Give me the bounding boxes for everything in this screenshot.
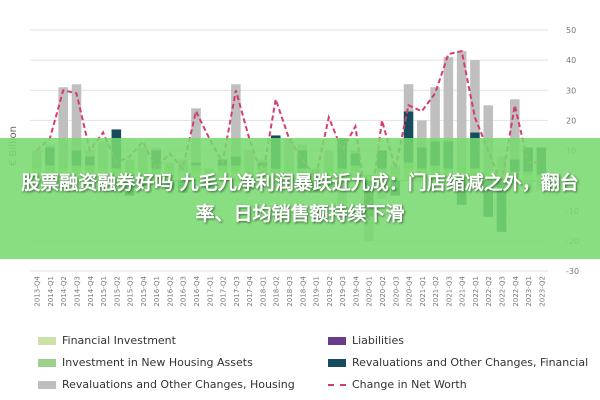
- y-tick-label: -30: [566, 267, 579, 276]
- x-tick-label: 2019-Q3: [339, 276, 347, 307]
- bar-segment: [470, 60, 480, 133]
- y-tick-label: 20: [566, 116, 576, 125]
- x-tick-label: 2016-Q1: [153, 276, 161, 307]
- x-tick-label: 2021-Q1: [419, 276, 427, 307]
- x-tick-label: 2022-Q1: [472, 276, 480, 307]
- x-tick-label: 2018-Q1: [259, 276, 267, 307]
- x-tick-label: 2015-Q1: [100, 276, 108, 307]
- legend-swatch-new-housing: [38, 358, 56, 367]
- bar-segment: [443, 57, 454, 142]
- legend-label-financial-investment: Financial Investment: [62, 334, 176, 347]
- bar-segment: [430, 87, 440, 142]
- x-tick-label: 2015-Q4: [140, 275, 148, 306]
- legend-item-net-worth: Change in Net Worth: [328, 378, 467, 391]
- x-tick-labels: 2013-Q4 2014-Q1 2014-Q2 2014-Q3 2014-Q4 2015-…: [34, 275, 547, 306]
- x-tick-label: 2017-Q2: [220, 276, 228, 307]
- y-tick-label: 30: [566, 86, 576, 95]
- bar-segment: [403, 111, 414, 163]
- legend-label-liabilities: Liabilities: [352, 334, 404, 347]
- x-tick-label: 2021-Q4: [459, 275, 467, 306]
- x-tick-label: 2014-Q1: [47, 276, 55, 307]
- x-tick-label: 2017-Q4: [246, 275, 254, 306]
- x-tick-label: 2022-Q2: [485, 276, 493, 307]
- x-tick-label: 2021-Q3: [445, 276, 453, 307]
- x-tick-label: 2023-Q1: [525, 276, 533, 307]
- legend-item-liabilities: Liabilities: [328, 334, 404, 347]
- x-tick-label: 2020-Q2: [379, 276, 387, 307]
- x-tick-label: 2019-Q4: [352, 275, 360, 306]
- legend-label-net-worth: Change in Net Worth: [352, 378, 467, 391]
- headline-text: 股票融资融券好吗 九毛九净利润暴跌近九成：门店缩减之外，翻台率、日均销售额持续下…: [21, 171, 579, 225]
- x-tick-label: 2016-Q3: [180, 276, 188, 307]
- x-tick-label: 2016-Q4: [193, 275, 201, 306]
- legend-swatch-liabilities: [328, 336, 346, 345]
- x-tick-label: 2014-Q3: [73, 276, 81, 307]
- x-tick-label: 2015-Q3: [127, 276, 135, 307]
- legend-item-reval-financial: Revaluations and Other Changes, Financia…: [328, 356, 588, 369]
- x-tick-label: 2023-Q2: [538, 276, 546, 307]
- x-tick-label: 2019-Q1: [313, 276, 321, 307]
- bar-segment: [456, 51, 467, 166]
- x-tick-label: 2017-Q3: [233, 276, 241, 307]
- bar-segment: [510, 99, 520, 160]
- y-tick-label: 50: [566, 26, 576, 35]
- legend-swatch-net-worth: [328, 383, 346, 386]
- bar-segment: [231, 84, 241, 157]
- x-tick-label: 2014-Q2: [60, 276, 68, 307]
- legend-label-new-housing: Investment in New Housing Assets: [62, 356, 253, 369]
- legend-swatch-reval-financial: [328, 358, 346, 367]
- x-tick-label: 2015-Q2: [113, 276, 121, 307]
- x-tick-label: 2020-Q4: [406, 275, 414, 306]
- x-tick-label: 2019-Q2: [326, 276, 334, 307]
- legend-item-financial-investment: Financial Investment: [38, 334, 176, 347]
- x-tick-label: 2022-Q4: [512, 275, 520, 306]
- bar-segment: [417, 120, 427, 148]
- legend-label-reval-housing: Revaluations and Other Changes, Housing: [62, 378, 295, 391]
- x-tick-label: 2018-Q4: [299, 275, 307, 306]
- x-tick-label: 2020-Q3: [392, 276, 400, 307]
- x-tick-label: 2018-Q2: [273, 276, 281, 307]
- legend-label-reval-financial: Revaluations and Other Changes, Financia…: [352, 356, 589, 369]
- x-tick-label: 2016-Q2: [166, 276, 174, 307]
- legend-item-new-housing: Investment in New Housing Assets: [38, 356, 253, 369]
- x-tick-label: 2018-Q3: [286, 276, 294, 307]
- bar-segment: [71, 84, 82, 151]
- legend-item-reval-housing: Revaluations and Other Changes, Housing: [38, 378, 295, 391]
- legend-swatch-reval-housing: [38, 380, 56, 389]
- x-tick-label: 2013-Q4: [34, 275, 42, 306]
- headline-banner: 股票融资融券好吗 九毛九净利润暴跌近九成：门店缩减之外，翻台率、日均销售额持续下…: [0, 138, 600, 259]
- x-tick-label: 2021-Q2: [432, 276, 440, 307]
- y-tick-label: 40: [566, 56, 576, 65]
- x-tick-label: 2014-Q4: [87, 275, 95, 306]
- x-tick-label: 2020-Q1: [366, 276, 374, 307]
- bar-segment: [403, 84, 414, 112]
- legend-swatch-financial-investment: [38, 336, 56, 345]
- x-tick-label: 2022-Q3: [499, 276, 507, 307]
- bar-segment: [191, 108, 201, 163]
- x-tick-label: 2017-Q1: [206, 276, 214, 307]
- bar-segment: [58, 87, 68, 163]
